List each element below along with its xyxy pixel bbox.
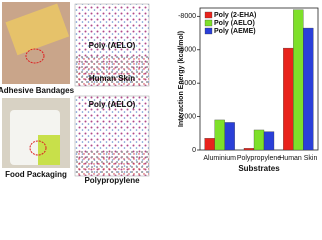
chart: 0 -2000 -4000 -6000 -8000 Aluminium Polypropyl… — [178, 9, 317, 162]
bar — [283, 47, 294, 151]
y-tick-label: 0 — [192, 147, 196, 154]
bar — [263, 131, 275, 151]
bar — [303, 27, 314, 151]
y-tick-label: -2000 — [178, 113, 196, 120]
y-tick-label: -6000 — [178, 47, 196, 54]
bar — [214, 119, 225, 151]
substrate-layer — [75, 56, 149, 86]
y-tick-label: -4000 — [178, 80, 196, 87]
x-tick-label: Aluminium — [203, 155, 236, 162]
bar — [224, 122, 235, 151]
highlight — [25, 48, 45, 64]
legend-label: Poly (AELO) — [214, 20, 255, 27]
legend-swatch — [204, 19, 213, 27]
label-sticker — [38, 135, 60, 165]
x-tick-label: Polypropylene — [237, 155, 281, 162]
y-axis-label: Interaction Energy (kcal/mol) — [178, 31, 185, 127]
x-tick-label: Human Skin — [279, 155, 317, 162]
y-tick-label: -8000 — [178, 13, 196, 20]
polymer-label: Poly (AELO) — [89, 100, 136, 109]
legend-label: Poly (AEME) — [214, 28, 256, 35]
figure: Adhesive Bandages Food Packaging Poly (A… — [0, 2, 319, 185]
substrate-label: Polypropylene — [84, 176, 140, 185]
bar — [243, 148, 255, 151]
bar — [253, 129, 265, 151]
legend-swatch — [204, 11, 213, 19]
bar — [204, 138, 215, 151]
highlight — [29, 140, 47, 156]
substrate-layer — [75, 150, 149, 176]
legend-swatch — [204, 27, 213, 35]
photo-label: Food Packaging — [5, 170, 67, 179]
photo-label: Adhesive Bandages — [0, 86, 75, 95]
x-axis-label: Substrates — [238, 164, 280, 173]
bar — [293, 9, 304, 151]
bandage — [5, 3, 70, 56]
substrate-label: Human Skin — [89, 74, 135, 83]
legend-label: Poly (2-EHA) — [214, 12, 256, 19]
polymer-label: Poly (AELO) — [89, 41, 136, 50]
